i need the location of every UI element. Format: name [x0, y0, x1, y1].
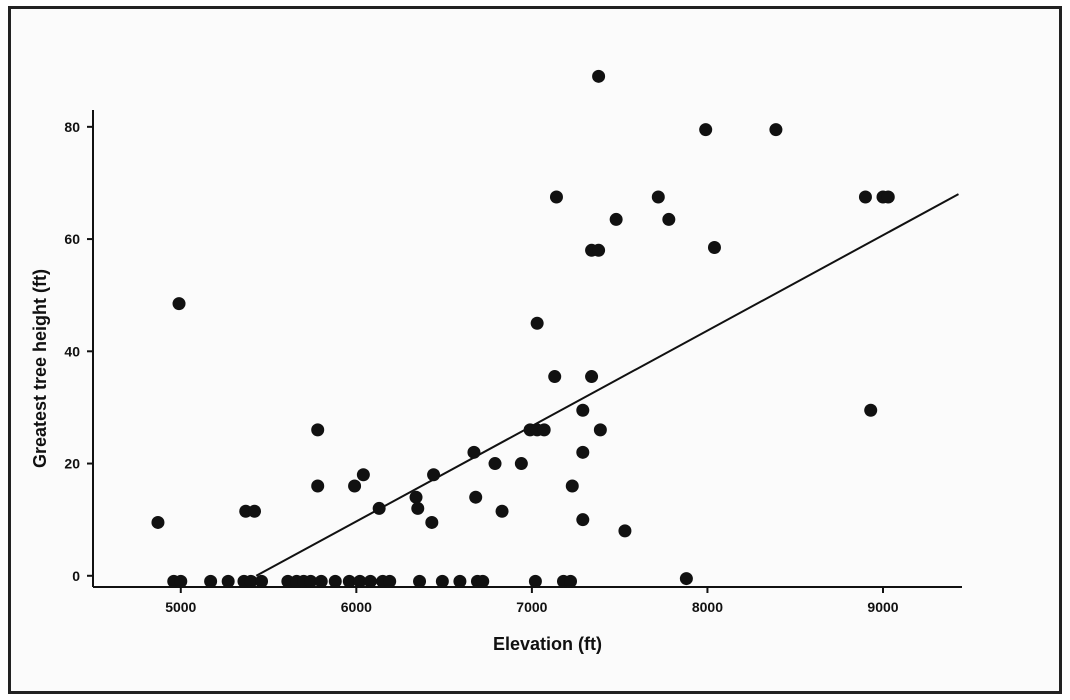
trendline-group	[255, 193, 959, 577]
x-tick-label: 7000	[516, 599, 547, 615]
scatter-point	[409, 490, 423, 504]
scatter-point	[530, 316, 544, 330]
scatter-point	[476, 574, 490, 588]
y-tick-label: 80	[64, 119, 80, 135]
x-tick-label: 9000	[867, 599, 898, 615]
scatter-point	[679, 572, 693, 586]
scatter-point	[651, 190, 665, 204]
scatter-point	[592, 243, 606, 257]
scatter-point	[609, 212, 623, 226]
scatter-point	[858, 190, 872, 204]
scatter-point	[255, 574, 269, 588]
scatter-point	[618, 524, 632, 538]
points-group	[151, 69, 895, 588]
scatter-point	[662, 212, 676, 226]
scatter-point	[864, 403, 878, 417]
scatter-point	[221, 574, 235, 588]
scatter-point	[427, 468, 441, 482]
scatter-point	[248, 504, 262, 518]
scatter-point	[204, 574, 218, 588]
scatter-point	[411, 501, 425, 515]
scatter-point	[548, 370, 562, 384]
scatter-point	[549, 190, 563, 204]
x-tick-label: 6000	[341, 599, 372, 615]
y-tick-label: 60	[64, 231, 80, 247]
scatter-point	[356, 468, 370, 482]
scatter-point	[592, 69, 606, 83]
scatter-point	[707, 240, 721, 254]
scatter-point	[467, 445, 481, 459]
scatter-point	[328, 574, 342, 588]
scatter-point	[576, 403, 590, 417]
scatter-point	[488, 457, 502, 471]
scatter-point	[564, 574, 578, 588]
scatter-point	[311, 479, 325, 493]
scatter-point	[576, 513, 590, 527]
scatter-point	[435, 574, 449, 588]
scatter-point	[514, 457, 528, 471]
scatter-point	[342, 574, 356, 588]
scatter-point	[425, 515, 439, 529]
scatter-point	[304, 574, 318, 588]
scatter-point	[314, 574, 328, 588]
scatter-point	[576, 445, 590, 459]
scatter-point	[348, 479, 362, 493]
scatter-point	[469, 490, 483, 504]
scatter-point	[174, 574, 188, 588]
scatter-point	[363, 574, 377, 588]
scatter-point	[353, 574, 367, 588]
scatter-point	[593, 423, 607, 437]
scatter-point	[413, 574, 427, 588]
scatter-point	[585, 370, 599, 384]
scatter-point	[537, 423, 551, 437]
y-tick-label: 0	[72, 568, 80, 584]
scatter-point	[172, 297, 186, 311]
x-tick-label: 5000	[165, 599, 196, 615]
scatter-point	[565, 479, 579, 493]
scatter-point	[311, 423, 325, 437]
scatter-point	[699, 123, 713, 137]
axes: 5000 6000 7000 8000 9000 0 20 40 60 80	[64, 110, 962, 615]
y-tick-label: 40	[64, 343, 80, 359]
scatter-point	[372, 501, 386, 515]
scatter-point	[383, 574, 397, 588]
scatter-point	[244, 574, 258, 588]
trend-line	[255, 193, 959, 577]
x-axis-label: Elevation (ft)	[493, 634, 602, 654]
scatter-point	[495, 504, 509, 518]
scatter-point	[881, 190, 895, 204]
y-axis-label: Greatest tree height (ft)	[30, 269, 50, 468]
y-tick-label: 20	[64, 456, 80, 472]
scatter-point	[528, 574, 542, 588]
scatter-point	[453, 574, 467, 588]
scatter-point	[151, 515, 165, 529]
x-tick-label: 8000	[692, 599, 723, 615]
scatter-point	[769, 123, 783, 137]
